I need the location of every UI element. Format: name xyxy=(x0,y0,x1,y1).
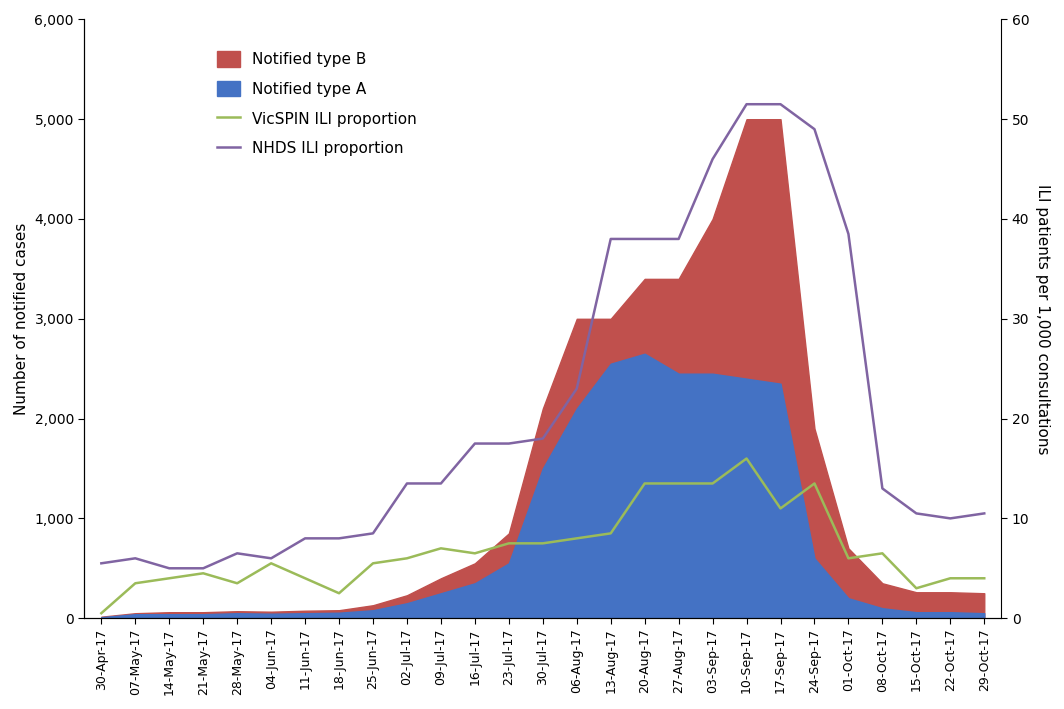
NHDS ILI proportion xyxy=(741,100,753,108)
VicSPIN ILI proportion xyxy=(299,574,312,583)
NHDS ILI proportion xyxy=(808,125,820,133)
VicSPIN ILI proportion xyxy=(163,574,176,583)
NHDS ILI proportion xyxy=(502,440,515,448)
NHDS ILI proportion xyxy=(163,564,176,573)
VicSPIN ILI proportion xyxy=(808,479,820,488)
VicSPIN ILI proportion xyxy=(978,574,991,583)
VicSPIN ILI proportion xyxy=(775,504,787,513)
VicSPIN ILI proportion xyxy=(604,529,617,537)
NHDS ILI proportion xyxy=(775,100,787,108)
VicSPIN ILI proportion xyxy=(400,554,413,562)
NHDS ILI proportion xyxy=(944,514,957,523)
NHDS ILI proportion xyxy=(842,230,854,238)
NHDS ILI proportion xyxy=(333,534,346,542)
Legend: Notified type B, Notified type A, VicSPIN ILI proportion, NHDS ILI proportion: Notified type B, Notified type A, VicSPI… xyxy=(211,45,423,162)
VicSPIN ILI proportion xyxy=(367,559,380,568)
VicSPIN ILI proportion xyxy=(672,479,685,488)
VicSPIN ILI proportion xyxy=(434,544,447,552)
VicSPIN ILI proportion xyxy=(536,539,549,547)
Y-axis label: ILI patients per 1,000 consultations: ILI patients per 1,000 consultations xyxy=(1035,184,1050,454)
VicSPIN ILI proportion xyxy=(231,579,244,588)
VicSPIN ILI proportion xyxy=(876,549,888,557)
NHDS ILI proportion xyxy=(876,484,888,493)
NHDS ILI proportion xyxy=(197,564,210,573)
VicSPIN ILI proportion xyxy=(265,559,278,568)
VicSPIN ILI proportion xyxy=(741,454,753,463)
VicSPIN ILI proportion xyxy=(129,579,142,588)
NHDS ILI proportion xyxy=(536,435,549,443)
NHDS ILI proportion xyxy=(367,529,380,537)
VicSPIN ILI proportion xyxy=(570,534,583,542)
VicSPIN ILI proportion xyxy=(638,479,651,488)
NHDS ILI proportion xyxy=(400,479,413,488)
NHDS ILI proportion xyxy=(604,235,617,243)
VicSPIN ILI proportion xyxy=(502,539,515,547)
NHDS ILI proportion xyxy=(910,509,922,518)
Y-axis label: Number of notified cases: Number of notified cases xyxy=(14,223,29,415)
VicSPIN ILI proportion xyxy=(95,609,107,618)
VicSPIN ILI proportion xyxy=(944,574,957,583)
NHDS ILI proportion xyxy=(265,554,278,562)
NHDS ILI proportion xyxy=(95,559,107,568)
VicSPIN ILI proportion xyxy=(706,479,719,488)
VicSPIN ILI proportion xyxy=(333,589,346,598)
NHDS ILI proportion xyxy=(570,384,583,393)
NHDS ILI proportion xyxy=(672,235,685,243)
NHDS ILI proportion xyxy=(231,549,244,557)
NHDS ILI proportion xyxy=(468,440,481,448)
NHDS ILI proportion xyxy=(978,509,991,518)
NHDS ILI proportion xyxy=(129,554,142,562)
VicSPIN ILI proportion xyxy=(842,554,854,562)
NHDS ILI proportion xyxy=(434,479,447,488)
VicSPIN ILI proportion xyxy=(468,549,481,557)
NHDS ILI proportion xyxy=(638,235,651,243)
VicSPIN ILI proportion xyxy=(197,569,210,578)
VicSPIN ILI proportion xyxy=(910,584,922,593)
Line: NHDS ILI proportion: NHDS ILI proportion xyxy=(101,104,984,569)
NHDS ILI proportion xyxy=(706,155,719,163)
Line: VicSPIN ILI proportion: VicSPIN ILI proportion xyxy=(101,459,984,613)
NHDS ILI proportion xyxy=(299,534,312,542)
